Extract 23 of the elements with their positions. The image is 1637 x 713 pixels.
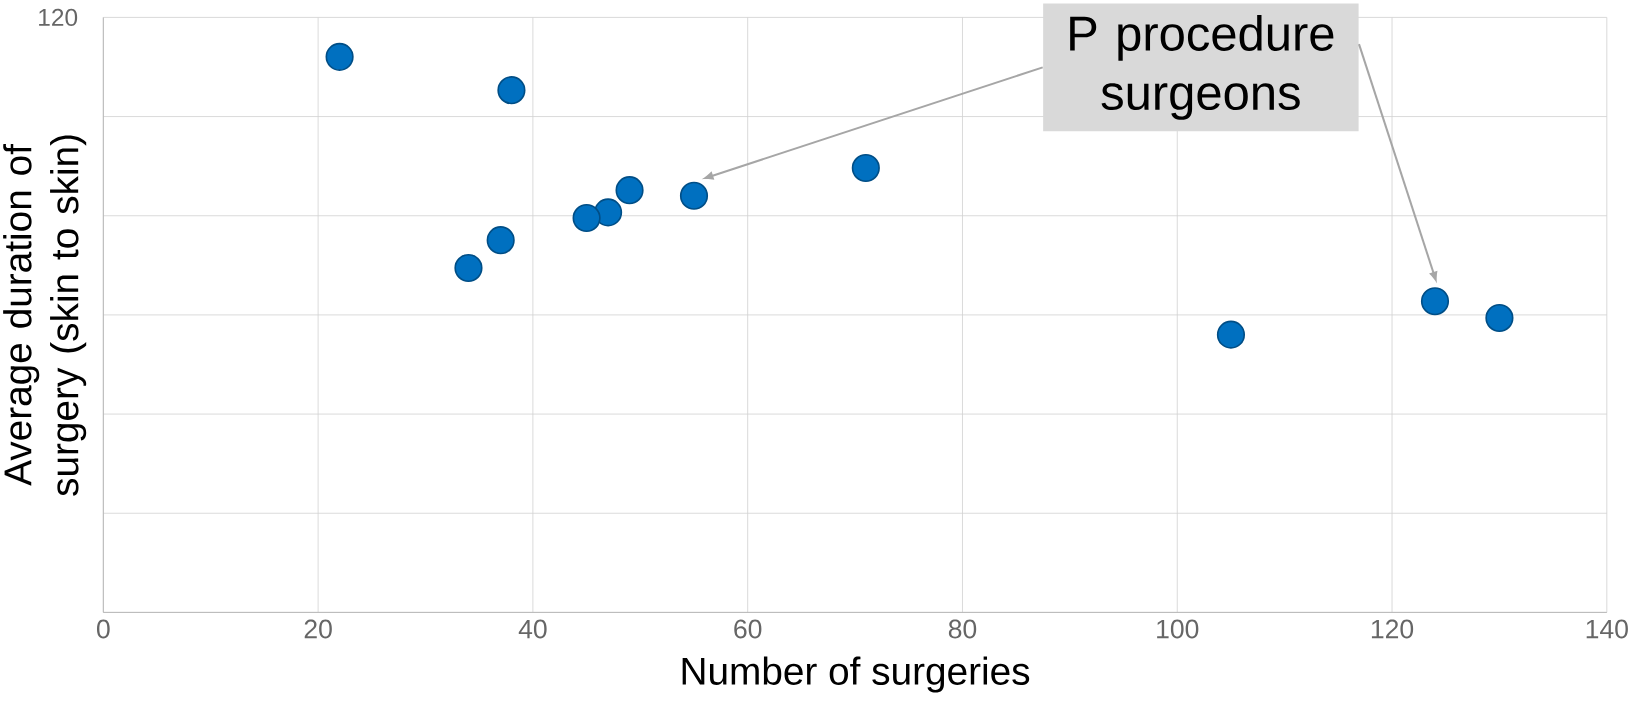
point [486, 226, 515, 255]
x-tick-label: 40 [518, 619, 547, 639]
annotation: P procedure surgeons [1070, 15, 1334, 120]
x-tick-label: 100 [1157, 619, 1199, 639]
point [1216, 320, 1246, 349]
x-tick-label: 120 [1371, 619, 1414, 639]
x-tick-label: 0 [96, 619, 110, 639]
point [497, 76, 526, 105]
text: 120 [39, 8, 78, 27]
point [1485, 303, 1514, 333]
point [572, 203, 601, 233]
point [325, 42, 354, 72]
point [1420, 287, 1450, 316]
point [454, 253, 483, 283]
x-tick-label: 60 [734, 619, 762, 639]
point [615, 176, 644, 205]
x-tick-label: 80 [948, 619, 977, 639]
x-axis-title: Number of surgeries [682, 656, 1030, 693]
point [851, 153, 880, 183]
x-tick-label: 140 [1586, 619, 1628, 639]
y-axis-title: Average duration of surgery (skin to skin) [3, 135, 87, 496]
point [679, 181, 709, 210]
x-tick-label: 20 [304, 619, 332, 639]
